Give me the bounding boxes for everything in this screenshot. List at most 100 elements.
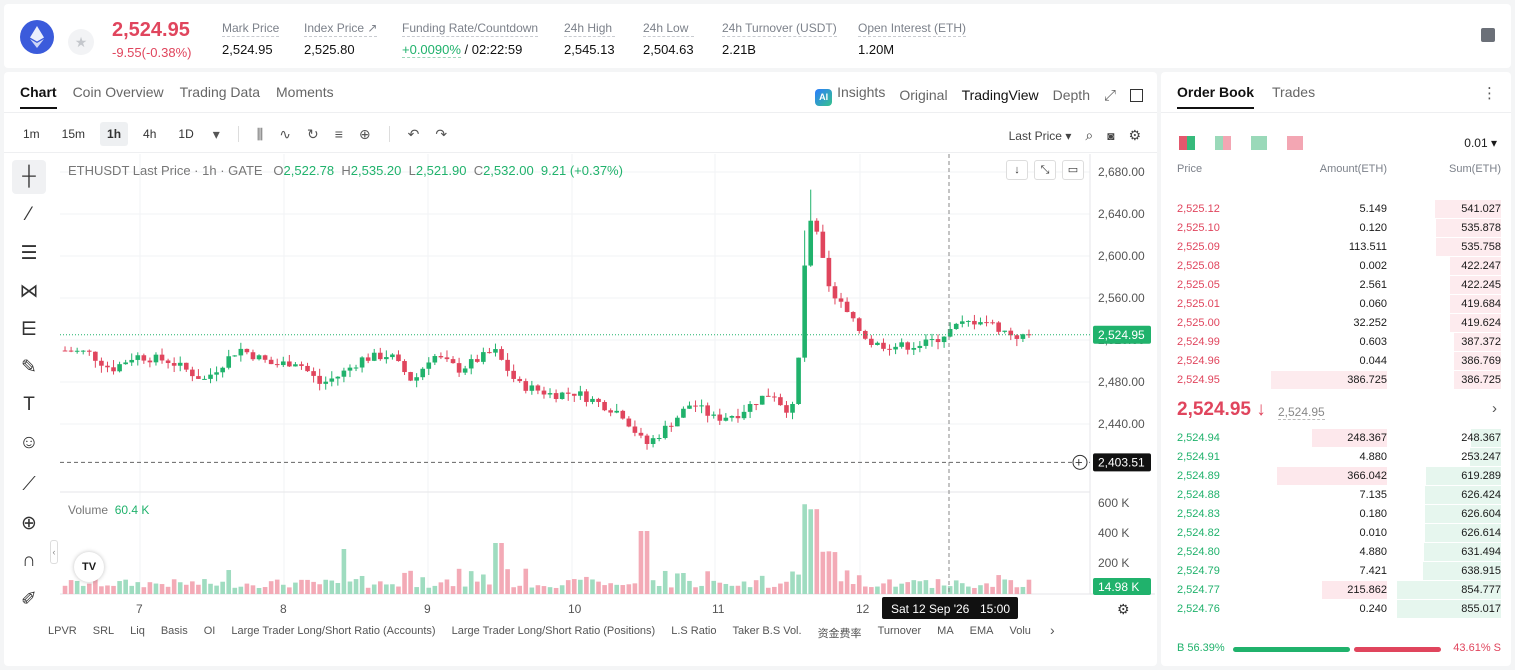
indicator-tab[interactable]: Turnover: [877, 625, 922, 637]
favorite-star-icon[interactable]: ★: [68, 29, 94, 55]
fib-icon[interactable]: ⋿: [20, 318, 38, 340]
zoom-in-icon[interactable]: ⊕: [21, 512, 37, 534]
indicator-tab[interactable]: OI: [203, 625, 216, 637]
pencil-lock-icon[interactable]: ✐: [21, 588, 37, 610]
expand-icon[interactable]: ⤢: [1103, 86, 1116, 104]
ask-row[interactable]: 2,525.09 113.511 535.758: [1161, 238, 1511, 257]
camera-icon[interactable]: ◙: [1107, 128, 1115, 143]
bid-row[interactable]: 2,524.91 4.880 253.247: [1161, 448, 1511, 467]
indicator-tab[interactable]: Liq: [130, 625, 145, 637]
gear-icon[interactable]: ⚙: [1128, 127, 1141, 143]
bid-row[interactable]: 2,524.83 0.180 626.604: [1161, 505, 1511, 524]
timeframe-1m[interactable]: 1m: [23, 127, 40, 141]
bid-row[interactable]: 2,524.80 4.880 631.494: [1161, 543, 1511, 562]
candle-type-icon[interactable]: ⫼: [256, 125, 264, 142]
timeframe-4h[interactable]: 4h: [143, 127, 157, 141]
indicator-tab[interactable]: L.S Ratio: [671, 625, 717, 637]
refresh-icon[interactable]: ▭: [1062, 160, 1084, 180]
axis-settings-icon[interactable]: ⚙: [1117, 601, 1130, 617]
timeframe-1h[interactable]: 1h: [100, 122, 129, 146]
book-icon[interactable]: [1481, 28, 1495, 42]
indicator-tab[interactable]: Basis: [160, 625, 188, 637]
bid-row[interactable]: 2,524.89 366.042 619.289: [1161, 467, 1511, 486]
stat-value-text: 2.21B: [722, 42, 756, 57]
text-icon[interactable]: T: [23, 394, 35, 415]
emoji-icon[interactable]: ☺: [19, 432, 39, 453]
tradingview-tab[interactable]: TradingView: [961, 87, 1039, 103]
bid-row[interactable]: 2,524.77 215.862 854.777: [1161, 581, 1511, 600]
collapse-icon[interactable]: ⤡: [1034, 160, 1056, 180]
replay-icon[interactable]: ↻: [306, 125, 319, 142]
tab-order-book[interactable]: Order Book: [1177, 84, 1255, 109]
search-icon[interactable]: ⌕: [1085, 127, 1094, 143]
template-icon[interactable]: ≡: [334, 126, 343, 142]
indicator-tab[interactable]: MA: [937, 625, 954, 637]
volume-bar: [929, 587, 935, 594]
indicator-tab[interactable]: SRL: [92, 625, 115, 637]
indicators-icon[interactable]: ∿: [279, 125, 291, 142]
pattern-icon[interactable]: ⋈: [19, 280, 39, 302]
ask-row[interactable]: 2,525.10 0.120 535.878: [1161, 219, 1511, 238]
tab-trades[interactable]: Trades: [1272, 84, 1316, 100]
indicator-tab[interactable]: Volu: [1009, 625, 1031, 637]
brush-icon[interactable]: ✎: [21, 356, 37, 378]
bid-row[interactable]: 2,524.79 7.421 638.915: [1161, 562, 1511, 581]
precision-select[interactable]: 0.01 ▾: [1464, 136, 1497, 150]
trend-line-icon[interactable]: ⁄: [27, 204, 31, 225]
collapse-sidebar-icon[interactable]: ‹: [50, 540, 58, 564]
bid-row[interactable]: 2,524.94 248.367 248.367: [1161, 429, 1511, 448]
horizontal-lines-icon[interactable]: ☰: [20, 242, 38, 264]
timeframe-dropdown-icon[interactable]: ▾: [212, 125, 220, 142]
bid-row[interactable]: 2,524.76 0.240 855.017: [1161, 600, 1511, 619]
indicator-tab[interactable]: 资金费率: [817, 628, 862, 640]
more-menu-icon[interactable]: ⋮: [1482, 85, 1497, 102]
ask-row[interactable]: 2,524.99 0.603 387.372: [1161, 333, 1511, 352]
indicator-tab[interactable]: Large Trader Long/Short Ratio (Positions…: [451, 625, 656, 637]
chevron-right-icon[interactable]: ›: [1492, 400, 1497, 417]
undo-icon[interactable]: ↶: [407, 125, 420, 142]
add-alert-icon[interactable]: [1072, 454, 1088, 470]
redo-icon[interactable]: ↷: [435, 125, 448, 142]
indicator-tab[interactable]: EMA: [969, 625, 994, 637]
indicator-tab[interactable]: Large Trader Long/Short Ratio (Accounts): [231, 625, 436, 637]
layout-bids-icon[interactable]: [1251, 136, 1267, 150]
ask-row[interactable]: 2,524.95 386.725 386.725: [1161, 371, 1511, 390]
candle-body: [717, 414, 723, 421]
candle-body: [129, 359, 135, 363]
volume-bar: [481, 574, 486, 594]
ask-row[interactable]: 2,525.00 32.252 419.624: [1161, 314, 1511, 333]
layout-asks-icon[interactable]: [1287, 136, 1303, 150]
ask-row[interactable]: 2,525.12 5.149 541.027: [1161, 200, 1511, 219]
ask-row[interactable]: 2,525.05 2.561 422.245: [1161, 276, 1511, 295]
window-icon[interactable]: [1130, 88, 1143, 102]
indicator-tab[interactable]: LPVR: [48, 625, 77, 637]
tab-moments[interactable]: Moments: [276, 84, 334, 100]
ask-row[interactable]: 2,525.01 0.060 419.684: [1161, 295, 1511, 314]
volume-bar: [80, 585, 86, 594]
ask-row[interactable]: 2,524.96 0.044 386.769: [1161, 352, 1511, 371]
crosshair-icon[interactable]: ┼: [12, 160, 46, 194]
stat-value: +0.0090% / 02:22:59: [402, 42, 538, 58]
bid-row[interactable]: 2,524.82 0.010 626.614: [1161, 524, 1511, 543]
bid-row[interactable]: 2,524.88 7.135 626.424: [1161, 486, 1511, 505]
arrow-down-icon[interactable]: ↓: [1006, 160, 1028, 180]
original-tab[interactable]: Original: [899, 87, 948, 103]
ruler-icon[interactable]: ⟋: [22, 474, 36, 495]
layout-mixed-icon[interactable]: [1215, 136, 1231, 150]
timeframe-1D[interactable]: 1D: [178, 127, 194, 141]
candle-body: [347, 367, 353, 371]
tab-coin-overview[interactable]: Coin Overview: [72, 84, 164, 100]
add-indicator-icon[interactable]: ⊕: [358, 125, 371, 142]
volume-bar: [535, 585, 541, 594]
depth-tab[interactable]: Depth: [1052, 87, 1090, 103]
magnet-icon[interactable]: ∩: [22, 550, 36, 571]
indicators-next-icon[interactable]: ›: [1050, 622, 1055, 638]
insights-tab[interactable]: AI Insights: [815, 84, 885, 106]
layout-both-icon[interactable]: [1179, 136, 1195, 150]
timeframe-15m[interactable]: 15m: [61, 127, 86, 141]
ask-row[interactable]: 2,525.08 0.002 422.247: [1161, 257, 1511, 276]
price-type-select[interactable]: Last Price ▾: [1008, 128, 1072, 143]
indicator-tab[interactable]: Taker B.S Vol.: [732, 625, 802, 637]
tab-trading-data[interactable]: Trading Data: [179, 84, 261, 100]
tab-chart[interactable]: Chart: [20, 84, 57, 109]
